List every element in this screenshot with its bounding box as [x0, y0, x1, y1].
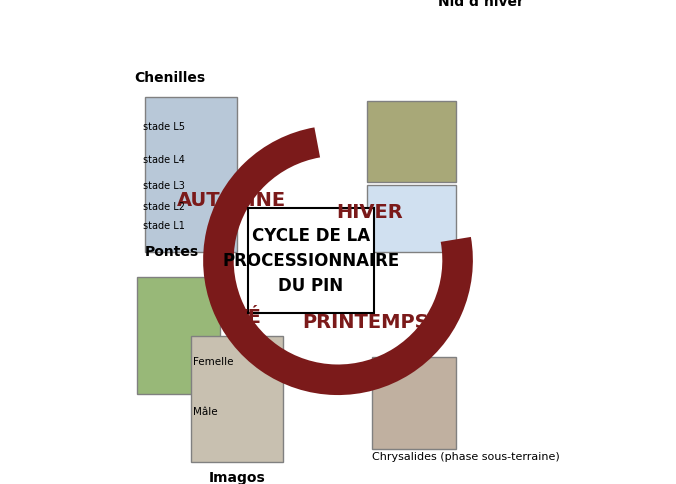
Text: HIVER: HIVER [336, 203, 403, 222]
Text: CYCLE DE LA
PROCESSIONNAIRE
DU PIN: CYCLE DE LA PROCESSIONNAIRE DU PIN [222, 227, 400, 295]
Text: stade L2: stade L2 [143, 201, 185, 211]
Text: Chrysalides (phase sous-terraine): Chrysalides (phase sous-terraine) [372, 451, 559, 461]
Text: stade L5: stade L5 [143, 121, 185, 132]
FancyBboxPatch shape [372, 357, 456, 449]
Text: ÉTÉ: ÉTÉ [222, 308, 262, 327]
Text: Mâle: Mâle [193, 407, 218, 416]
Text: Pontes: Pontes [145, 244, 199, 258]
FancyBboxPatch shape [137, 277, 220, 394]
Text: Nid d’hiver: Nid d’hiver [438, 0, 524, 9]
Text: stade L1: stade L1 [143, 220, 185, 230]
Text: Chenilles: Chenilles [135, 71, 206, 85]
FancyBboxPatch shape [248, 208, 374, 313]
Text: PRINTEMPS: PRINTEMPS [302, 312, 429, 331]
FancyBboxPatch shape [191, 336, 283, 462]
Polygon shape [209, 225, 229, 249]
Text: stade L3: stade L3 [143, 180, 185, 190]
FancyBboxPatch shape [367, 102, 456, 182]
Text: Femelle: Femelle [193, 356, 234, 366]
Text: stade L4: stade L4 [143, 155, 185, 165]
FancyBboxPatch shape [367, 186, 456, 252]
Text: AUTOMNE: AUTOMNE [176, 190, 285, 210]
FancyBboxPatch shape [145, 97, 237, 252]
Text: Imagos: Imagos [209, 470, 266, 484]
